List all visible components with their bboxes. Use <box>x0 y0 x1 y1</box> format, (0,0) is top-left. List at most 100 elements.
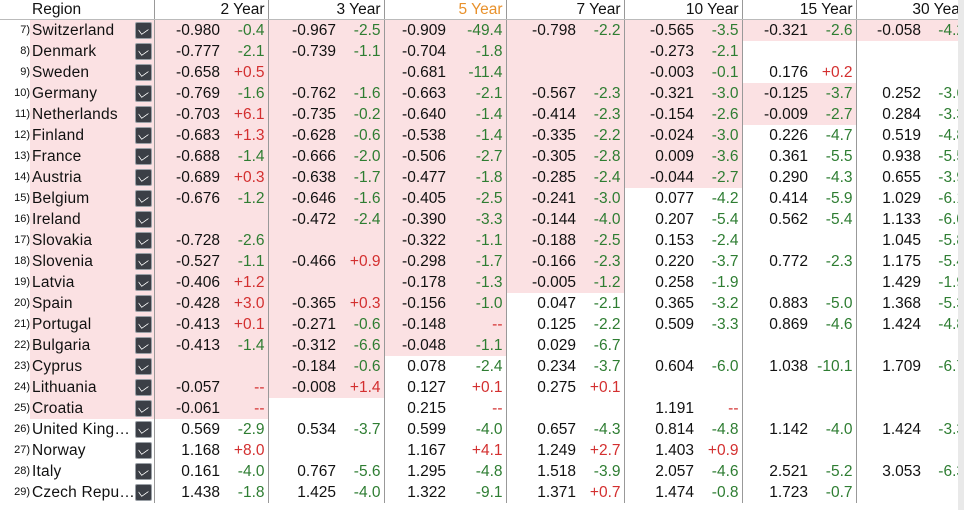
yield-value[interactable]: -0.681 <box>383 62 450 83</box>
yield-change[interactable]: -4.0 <box>237 463 265 480</box>
table-row[interactable]: 10) Germany -0.769 -1.6 -0.762 -1.6 -0.663 -2.1… <box>0 83 964 104</box>
region-name[interactable]: Ireland <box>30 209 134 230</box>
yield-change[interactable]: -4.3 <box>825 169 853 186</box>
yield-change[interactable]: -4.7 <box>825 127 853 144</box>
line-chart-icon[interactable] <box>135 421 153 439</box>
yield-value[interactable]: 1.429 <box>855 272 925 293</box>
yield-value[interactable]: 1.322 <box>383 482 450 503</box>
yield-value[interactable]: -0.322 <box>383 230 450 251</box>
tenor-header-6[interactable]: 15 Year <box>741 0 856 20</box>
yield-value[interactable]: -0.728 <box>153 230 224 251</box>
yield-change[interactable]: +4.1 <box>471 442 503 459</box>
yield-value[interactable]: -0.735 <box>267 104 340 125</box>
yield-change[interactable]: -2.8 <box>580 146 624 167</box>
yield-value[interactable]: -0.798 <box>505 19 580 41</box>
line-chart-icon[interactable] <box>135 127 153 145</box>
yield-change[interactable]: -3.7 <box>353 421 381 438</box>
line-chart-icon[interactable] <box>135 484 153 502</box>
yield-value[interactable]: 0.604 <box>623 356 698 377</box>
yield-change[interactable]: -4.6 <box>711 463 739 480</box>
table-row[interactable]: 23) Cyprus -0.184 -0.6 0.078 -2.4 0.234 -3.7 0.6… <box>0 356 964 377</box>
yield-change[interactable]: -3.9 <box>593 463 621 480</box>
yield-value[interactable]: 3.053 <box>855 461 925 482</box>
yield-change[interactable]: -0.8 <box>711 484 739 501</box>
yield-value[interactable]: 0.814 <box>623 419 698 440</box>
yield-change[interactable]: -2.3 <box>580 251 624 272</box>
region-name[interactable]: Switzerland <box>30 19 134 41</box>
table-row[interactable]: 9) Sweden -0.658 +0.5 -0.681 -11.4 -0.003 -0.1 0… <box>0 62 964 83</box>
yield-value[interactable]: -0.144 <box>505 209 580 230</box>
yield-value[interactable]: -0.390 <box>383 209 450 230</box>
yield-change[interactable]: -2.4 <box>580 167 624 188</box>
yield-change[interactable]: -5.4 <box>711 211 739 228</box>
table-row[interactable]: 19) Latvia -0.406 +1.2 -0.178 -1.3 -0.005 -1.2 0… <box>0 272 964 293</box>
line-chart-icon[interactable] <box>135 22 153 40</box>
yield-change[interactable]: -3.3 <box>711 316 739 333</box>
yield-value[interactable]: 0.078 <box>383 356 450 377</box>
yield-value[interactable] <box>505 398 580 419</box>
yield-change[interactable] <box>224 209 268 230</box>
yield-change[interactable]: -1.6 <box>340 188 384 209</box>
yield-value[interactable]: 0.365 <box>623 293 698 314</box>
yield-change[interactable]: -5.5 <box>938 148 964 165</box>
yield-change[interactable]: -4.0 <box>353 484 381 501</box>
yield-value[interactable]: 0.509 <box>623 314 698 335</box>
yield-change[interactable]: -3.7 <box>812 83 856 104</box>
yield-value[interactable]: 0.938 <box>855 146 925 167</box>
yield-value[interactable]: 0.252 <box>855 83 925 104</box>
yield-value[interactable]: -0.704 <box>383 41 450 62</box>
yield-value[interactable]: 0.361 <box>741 146 812 167</box>
yield-change[interactable]: -2.3 <box>580 83 624 104</box>
line-chart-icon[interactable] <box>135 316 153 334</box>
table-row[interactable]: 7) Switzerland -0.980 -0.4 -0.967 -2.5 -0.909-… <box>0 19 964 41</box>
yield-change[interactable]: +0.1 <box>224 314 268 335</box>
yield-value[interactable]: 0.767 <box>267 461 340 482</box>
yield-change[interactable]: -11.4 <box>450 62 506 83</box>
yield-value[interactable]: 0.883 <box>741 293 812 314</box>
yield-value[interactable]: 0.414 <box>741 188 812 209</box>
yield-change[interactable]: +0.1 <box>471 379 503 396</box>
yield-value[interactable]: -0.156 <box>383 293 450 314</box>
table-row[interactable]: 26) United King… 0.569 -2.9 0.534 -3.7 0.599 -4… <box>0 419 964 440</box>
yield-change[interactable]: +0.3 <box>340 293 384 314</box>
yield-change[interactable]: -- <box>224 377 268 398</box>
region-name[interactable]: Finland <box>30 125 134 146</box>
yield-value[interactable]: -0.321 <box>623 83 698 104</box>
yield-value[interactable] <box>741 335 812 356</box>
yield-value[interactable]: -0.285 <box>505 167 580 188</box>
region-name[interactable]: Netherlands <box>30 104 134 125</box>
yield-change[interactable]: -2.2 <box>580 19 624 41</box>
yield-change[interactable]: +0.9 <box>340 251 384 272</box>
yield-value[interactable] <box>153 356 224 377</box>
region-name[interactable]: Lithuania <box>30 377 134 398</box>
region-name[interactable]: Norway <box>32 442 86 459</box>
region-name[interactable]: Germany <box>30 83 134 104</box>
yield-change[interactable] <box>812 440 856 461</box>
yield-change[interactable]: -2.3 <box>825 253 853 270</box>
yield-value[interactable]: -0.640 <box>383 104 450 125</box>
yield-value[interactable]: 1.438 <box>153 482 224 503</box>
yield-change[interactable]: -3.6 <box>938 85 964 102</box>
yield-change[interactable]: -3.0 <box>580 188 624 209</box>
yield-change[interactable]: -6.7 <box>938 358 964 375</box>
yield-change[interactable]: +2.7 <box>589 442 621 459</box>
region-name[interactable]: Portugal <box>30 314 134 335</box>
yield-value[interactable] <box>267 230 340 251</box>
yield-value[interactable]: -0.676 <box>153 188 224 209</box>
yield-value[interactable]: -0.057 <box>153 377 224 398</box>
yield-change[interactable]: -5.4 <box>825 211 853 228</box>
yield-value[interactable] <box>267 398 340 419</box>
yield-value[interactable]: 1.424 <box>855 314 925 335</box>
yield-value[interactable]: -0.166 <box>505 251 580 272</box>
region-name[interactable]: Spain <box>30 293 134 314</box>
yield-value[interactable] <box>855 377 925 398</box>
yield-change[interactable]: -4.0 <box>475 421 503 438</box>
yield-change[interactable]: -2.1 <box>224 41 268 62</box>
yield-change[interactable]: -5.9 <box>825 190 853 207</box>
yield-change[interactable]: -1.3 <box>450 272 506 293</box>
yield-value[interactable]: 0.657 <box>505 419 580 440</box>
yield-value[interactable]: 1.425 <box>267 482 340 503</box>
yield-change[interactable]: -2.4 <box>475 358 503 375</box>
region-name[interactable]: Slovakia <box>30 230 134 251</box>
yield-value[interactable] <box>855 62 925 83</box>
